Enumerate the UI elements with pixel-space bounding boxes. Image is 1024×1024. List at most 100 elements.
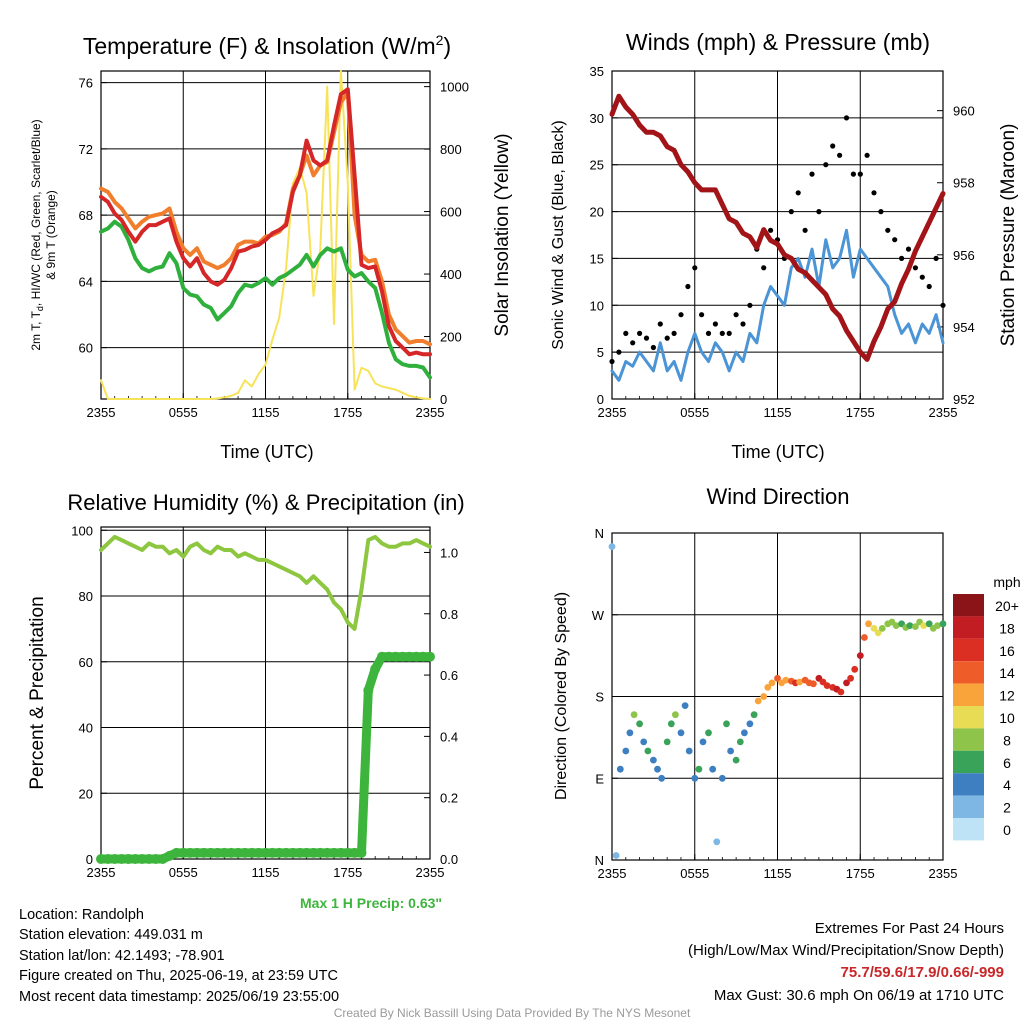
direction-point [705,729,712,737]
y-tick-label: 35 [590,64,604,79]
gust-point [816,209,822,215]
direction-point [934,622,941,629]
y-axis-label: Sonic Wind & Gust (Blue, Black) [550,120,567,349]
gust-point [912,265,919,271]
plot-frame [100,526,431,860]
colorbar-swatch [953,795,984,818]
direction-point [925,620,933,628]
gust-point [885,227,891,233]
direction-point [746,720,754,728]
panel-wind [609,70,946,400]
y-tick-label: 20 [79,786,93,801]
direction-point [681,702,689,709]
gust-point [740,321,746,327]
gust-point [864,152,870,158]
direction-point [870,625,878,632]
direction-point [892,622,900,629]
direction-point [768,679,776,687]
y-axis-label: 2m T, Td, HI/WC (Red, Green, Scarlet/Blu… [29,119,45,350]
colorbar-swatch [953,594,984,617]
gust-point [637,330,643,336]
y-tick-label: 0 [86,852,93,867]
precip-point [96,854,106,864]
y2-tick-label: 600 [440,205,462,220]
gust-point [692,265,698,271]
max-gust: Max Gust: 30.6 mph On 06/19 at 1710 UTC [713,986,1004,1004]
direction-point [878,625,886,632]
precip-point [349,847,360,858]
gust-point [712,321,719,327]
y-tick-label: 40 [79,721,93,736]
colorbar-swatch [953,616,984,639]
gust-point [671,330,677,336]
precip-point [404,651,415,662]
plot-frame [611,532,944,861]
colorbar-label: 12 [999,688,1015,704]
x-tick-label: 1755 [333,865,362,880]
y-tick-label: 10 [590,298,604,313]
direction-point [626,729,634,737]
direction-point [856,652,864,659]
y-tick-label: 64 [79,274,93,289]
x-tick-label: 1155 [764,405,792,420]
precip-point [335,847,346,858]
gust-point [664,335,670,341]
y-tick-label: 5 [597,345,604,360]
x-tick-label: 2355 [416,405,445,420]
gust-point [892,237,898,243]
precip-point [260,847,271,858]
y-tick-label: 60 [79,341,93,356]
direction-point [939,620,947,628]
panel-rh [96,526,435,864]
precip-point [418,651,429,662]
direction-point [741,729,748,737]
precip-point [239,847,250,858]
direction-point [823,682,831,689]
colorbar-label: 10 [999,710,1015,726]
gust-point [609,358,615,365]
y-tick-label: 60 [79,655,93,670]
y-tick-label: 25 [590,158,604,173]
figure-created: Figure created on Thu, 2025-06-19, at 23… [19,968,338,985]
direction-point [906,622,914,629]
direction-point [865,620,872,628]
y2-tick-label: 800 [440,142,462,157]
y-tick-label: 80 [79,589,93,604]
x-tick-label: 0555 [680,405,709,420]
direction-point [874,629,882,637]
precip-point [123,854,134,864]
gust-point [899,255,905,261]
colorbar-title: mph [993,574,1020,590]
gust-point [795,190,801,196]
gust-point [788,209,794,215]
direction-point [709,765,717,773]
direction-point [695,765,703,773]
x-tick-label: 2355 [87,865,116,880]
y2-axis-label: Solar Insolation (Yellow) [492,133,513,336]
y-tick-label: 76 [79,76,93,91]
y2-tick-label: 958 [953,176,975,191]
direction-point [843,679,850,687]
colorbar-swatch [953,683,984,706]
gust-point [850,171,857,177]
gust-point [733,312,739,318]
y2-tick-label: 952 [953,392,975,407]
gust-point [933,255,939,261]
colorbar-swatch [953,818,984,841]
series-solar [100,70,431,400]
gust-point [940,302,946,308]
direction-point [672,711,679,719]
x-axis-label: Time (UTC) [731,442,824,462]
y-tick-label: 20 [590,205,604,220]
gust-point [878,209,884,215]
y2-tick-label: 1.0 [440,545,458,560]
gust-point [802,227,808,233]
colorbar-label: 18 [999,620,1015,636]
precip-point [198,847,209,858]
series-rh [99,534,432,631]
series-temp9m [99,90,432,347]
extremes-title: Extremes For Past 24 Hours [814,920,1004,937]
precip-point [150,854,161,864]
x-tick-label: 1755 [333,405,362,420]
